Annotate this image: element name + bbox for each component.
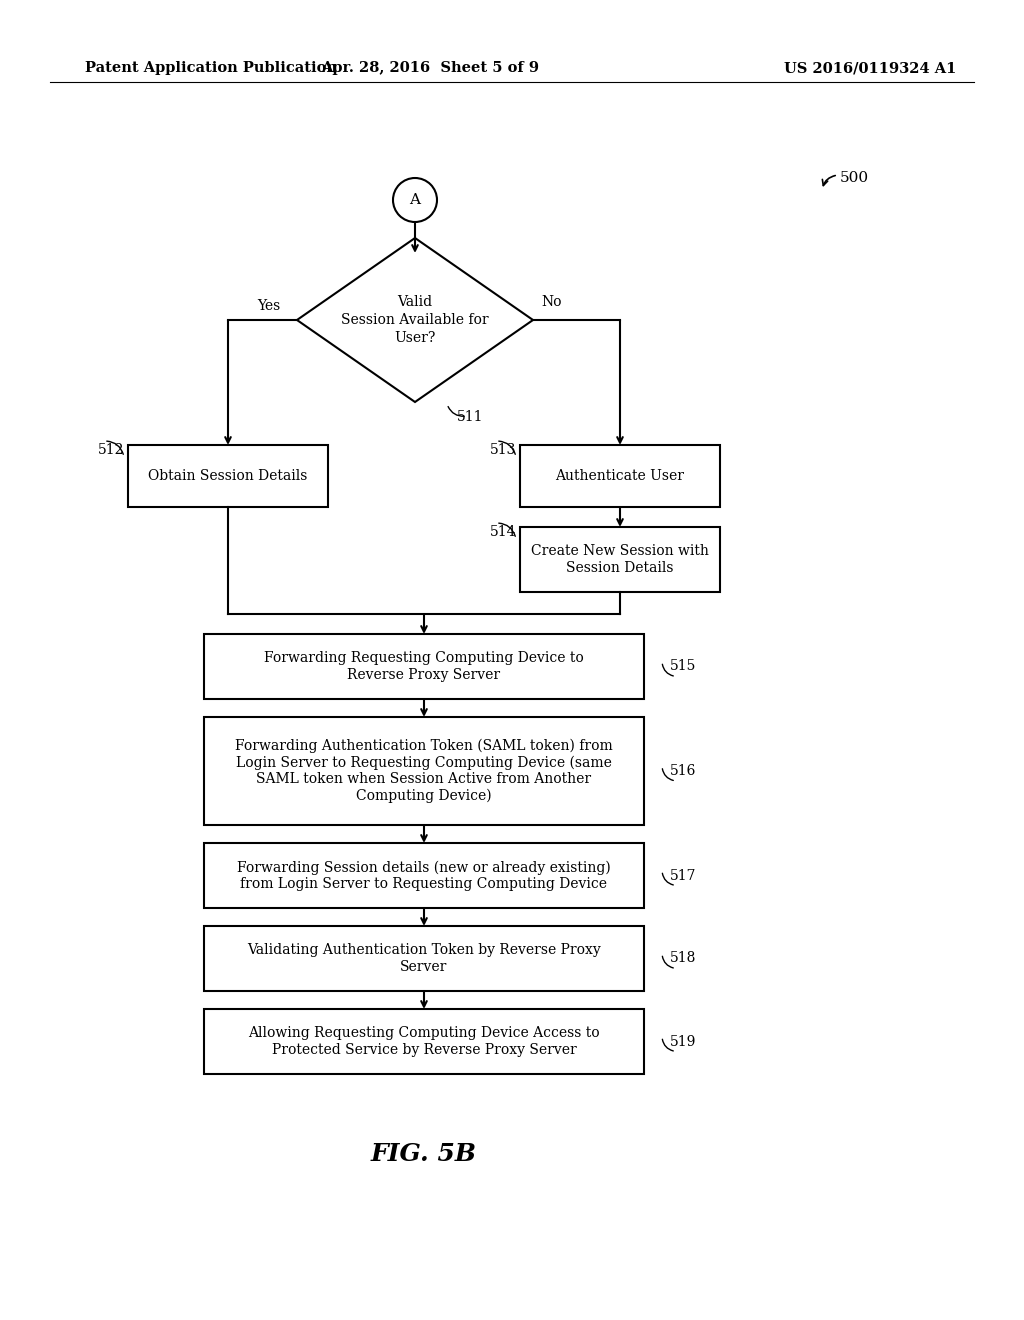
Text: 519: 519: [670, 1035, 696, 1048]
Text: 513: 513: [490, 444, 516, 457]
Text: 517: 517: [670, 869, 696, 883]
Text: 514: 514: [490, 525, 516, 539]
Bar: [204, 717, 644, 825]
Text: Yes: Yes: [257, 300, 281, 313]
Bar: [204, 634, 644, 700]
Text: 511: 511: [457, 411, 483, 424]
Text: Create New Session with
Session Details: Create New Session with Session Details: [531, 544, 709, 574]
Text: Allowing Requesting Computing Device Access to
Protected Service by Reverse Prox: Allowing Requesting Computing Device Acc…: [248, 1027, 600, 1056]
Text: 518: 518: [670, 952, 696, 965]
Bar: [204, 1008, 644, 1074]
Text: A: A: [410, 193, 421, 207]
Text: 512: 512: [98, 444, 124, 457]
Text: FIG. 5B: FIG. 5B: [371, 1142, 477, 1166]
Text: Validating Authentication Token by Reverse Proxy
Server: Validating Authentication Token by Rever…: [247, 944, 601, 974]
Text: US 2016/0119324 A1: US 2016/0119324 A1: [783, 61, 956, 75]
Text: Valid
Session Available for
User?: Valid Session Available for User?: [341, 294, 488, 346]
Text: Obtain Session Details: Obtain Session Details: [148, 469, 307, 483]
Text: Forwarding Authentication Token (SAML token) from
Login Server to Requesting Com: Forwarding Authentication Token (SAML to…: [236, 739, 613, 803]
Text: Forwarding Requesting Computing Device to
Reverse Proxy Server: Forwarding Requesting Computing Device t…: [264, 651, 584, 681]
Bar: [520, 527, 720, 591]
Text: Forwarding Session details (new or already existing)
from Login Server to Reques: Forwarding Session details (new or alrea…: [238, 861, 611, 891]
Text: Patent Application Publication: Patent Application Publication: [85, 61, 337, 75]
Text: 516: 516: [670, 764, 696, 777]
Text: Apr. 28, 2016  Sheet 5 of 9: Apr. 28, 2016 Sheet 5 of 9: [321, 61, 539, 75]
Text: 500: 500: [840, 172, 869, 185]
Text: 515: 515: [670, 660, 696, 673]
Text: Authenticate User: Authenticate User: [555, 469, 684, 483]
Text: No: No: [541, 294, 561, 309]
Bar: [520, 445, 720, 507]
Bar: [204, 927, 644, 991]
Bar: [204, 843, 644, 908]
Bar: [128, 445, 328, 507]
